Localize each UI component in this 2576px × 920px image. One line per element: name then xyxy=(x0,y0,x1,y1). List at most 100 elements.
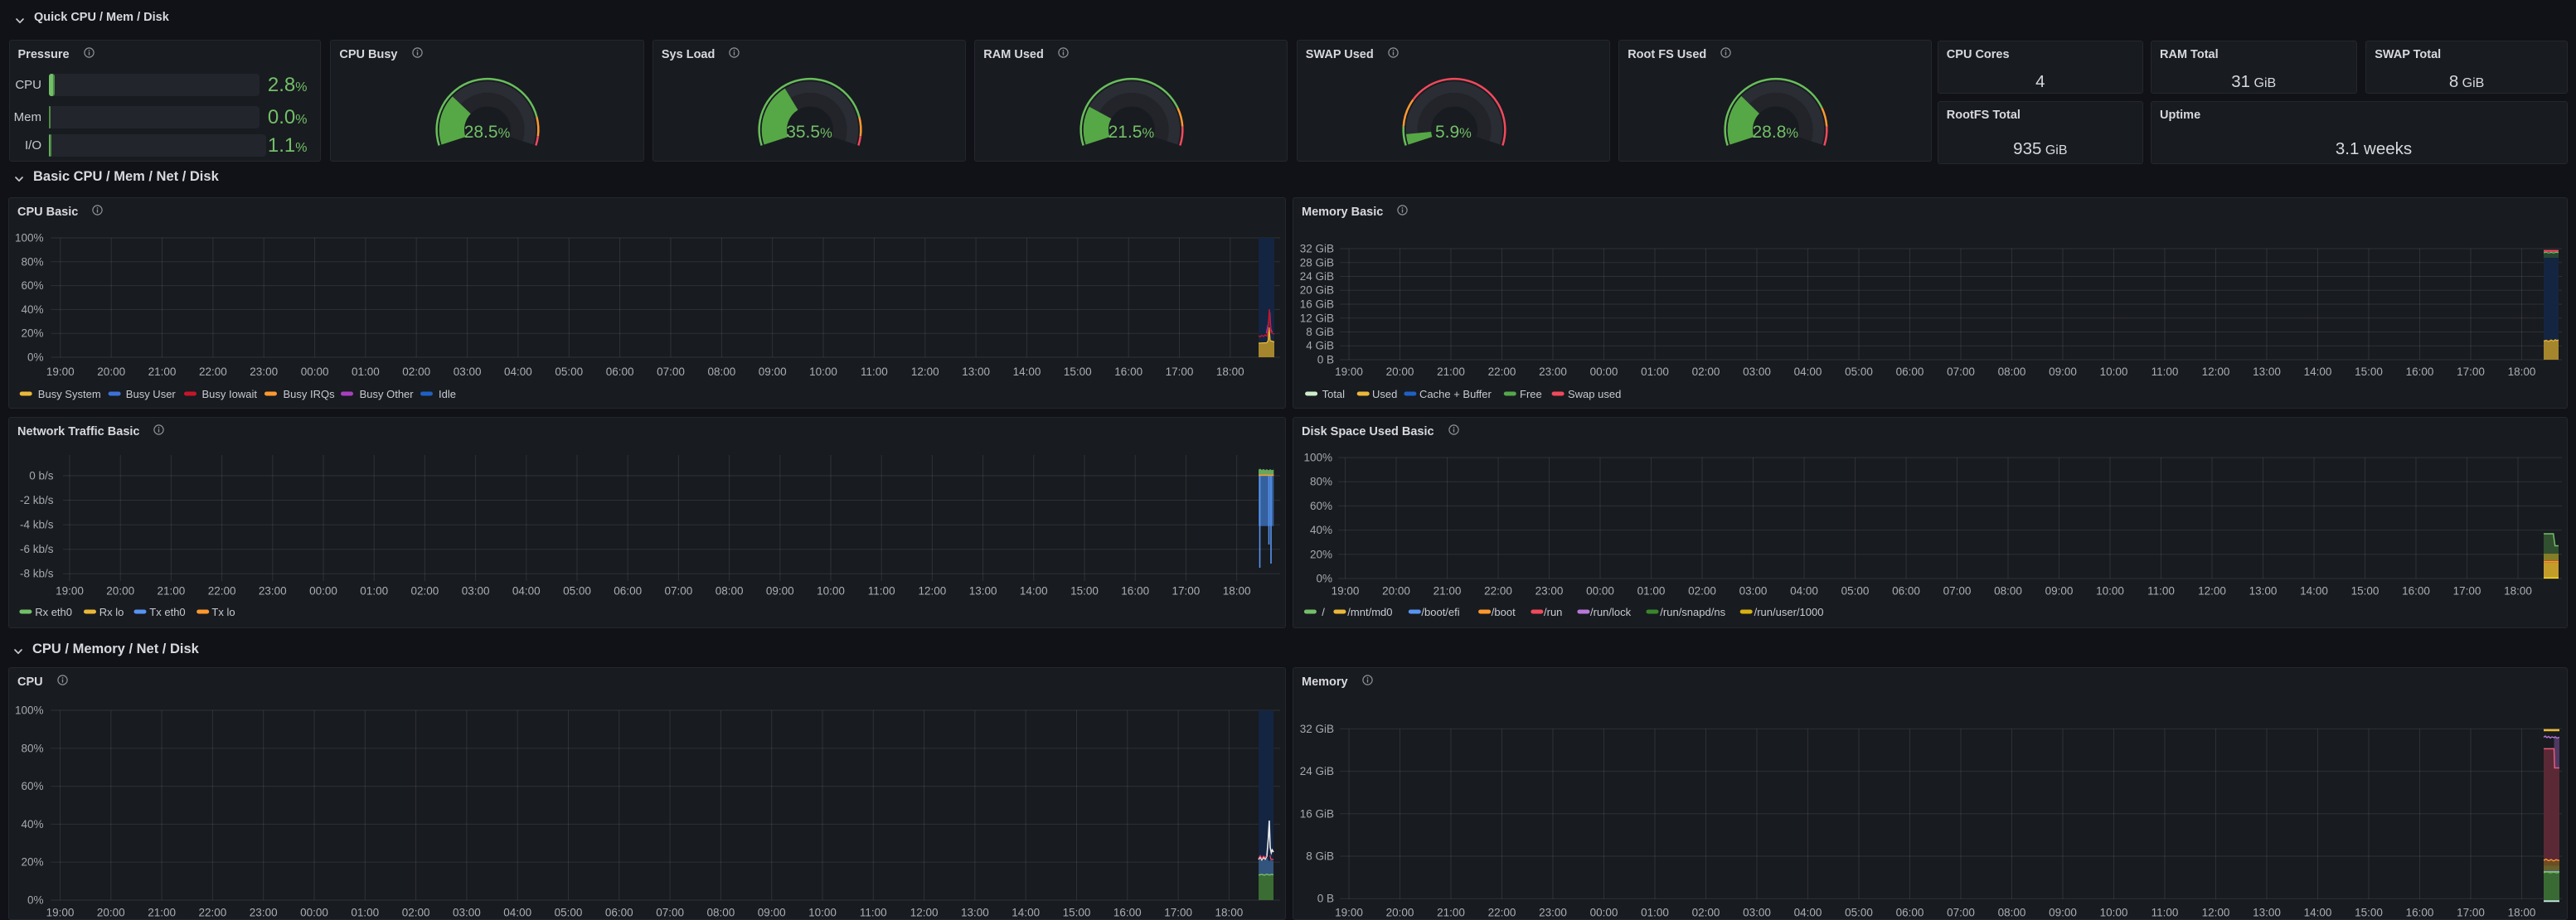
svg-text:-2 kb/s: -2 kb/s xyxy=(20,494,54,506)
svg-text:/run/snapd/ns: /run/snapd/ns xyxy=(1660,606,1725,618)
svg-text:0 B: 0 B xyxy=(1317,354,1334,366)
svg-text:23:00: 23:00 xyxy=(250,907,278,918)
svg-text:05:00: 05:00 xyxy=(555,366,583,378)
svg-text:03:00: 03:00 xyxy=(453,907,481,918)
svg-text:12:00: 12:00 xyxy=(2202,907,2230,918)
svg-text:Busy System: Busy System xyxy=(38,388,101,400)
svg-text:17:00: 17:00 xyxy=(1166,366,1194,378)
svg-text:22:00: 22:00 xyxy=(199,366,227,378)
svg-text:10:00: 10:00 xyxy=(808,907,837,918)
svg-text:16 GiB: 16 GiB xyxy=(1300,298,1334,311)
svg-text:14:00: 14:00 xyxy=(2304,366,2332,378)
svg-text:19:00: 19:00 xyxy=(1335,366,1363,378)
svg-text:Busy IRQs: Busy IRQs xyxy=(284,388,336,400)
svg-text:00:00: 00:00 xyxy=(309,585,337,598)
svg-text:/boot/efi: /boot/efi xyxy=(1421,606,1459,618)
svg-text:04:00: 04:00 xyxy=(503,907,531,918)
svg-text:/boot: /boot xyxy=(1492,606,1516,618)
svg-text:13:00: 13:00 xyxy=(962,366,990,378)
svg-text:40%: 40% xyxy=(21,818,43,830)
svg-text:14:00: 14:00 xyxy=(1020,585,1048,598)
svg-text:09:00: 09:00 xyxy=(2049,907,2077,918)
svg-text:18:00: 18:00 xyxy=(2508,366,2536,378)
svg-text:16:00: 16:00 xyxy=(1113,907,1142,918)
svg-text:20:00: 20:00 xyxy=(97,366,125,378)
svg-text:/run/user/1000: /run/user/1000 xyxy=(1754,606,1824,618)
svg-text:/: / xyxy=(1322,606,1325,618)
svg-text:18:00: 18:00 xyxy=(2508,907,2536,918)
svg-text:23:00: 23:00 xyxy=(259,585,287,598)
svg-text:19:00: 19:00 xyxy=(46,366,75,378)
svg-text:14:00: 14:00 xyxy=(2304,907,2332,918)
svg-text:14:00: 14:00 xyxy=(2300,585,2328,598)
svg-text:01:00: 01:00 xyxy=(1641,366,1669,378)
svg-text:08:00: 08:00 xyxy=(1998,366,2026,378)
svg-text:40%: 40% xyxy=(1310,524,1332,536)
svg-text:23:00: 23:00 xyxy=(250,366,278,378)
svg-text:12:00: 12:00 xyxy=(911,366,939,378)
svg-text:23:00: 23:00 xyxy=(1535,585,1564,598)
svg-text:03:00: 03:00 xyxy=(1743,366,1771,378)
svg-text:21:00: 21:00 xyxy=(1437,907,1465,918)
svg-text:16:00: 16:00 xyxy=(2406,366,2434,378)
svg-text:00:00: 00:00 xyxy=(301,366,329,378)
svg-text:17:00: 17:00 xyxy=(1172,585,1201,598)
svg-text:8 GiB: 8 GiB xyxy=(1306,326,1334,338)
svg-text:08:00: 08:00 xyxy=(707,907,735,918)
svg-text:11:00: 11:00 xyxy=(2152,366,2179,378)
svg-text:19:00: 19:00 xyxy=(46,907,75,918)
svg-text:Tx eth0: Tx eth0 xyxy=(149,606,185,618)
svg-text:80%: 80% xyxy=(21,255,43,268)
svg-text:15:00: 15:00 xyxy=(1064,366,1092,378)
svg-text:16:00: 16:00 xyxy=(2406,907,2434,918)
svg-text:Cache + Buffer: Cache + Buffer xyxy=(1419,388,1492,400)
svg-text:/run/lock: /run/lock xyxy=(1590,606,1632,618)
svg-text:100%: 100% xyxy=(1303,452,1332,464)
svg-text:28 GiB: 28 GiB xyxy=(1300,256,1334,269)
svg-text:05:00: 05:00 xyxy=(1841,585,1870,598)
svg-text:32 GiB: 32 GiB xyxy=(1300,243,1334,255)
svg-text:19:00: 19:00 xyxy=(1335,907,1363,918)
svg-text:21:00: 21:00 xyxy=(158,585,186,598)
svg-text:19:00: 19:00 xyxy=(56,585,84,598)
svg-text:06:00: 06:00 xyxy=(1896,907,1924,918)
svg-text:07:00: 07:00 xyxy=(1943,585,1972,598)
svg-text:02:00: 02:00 xyxy=(1692,366,1720,378)
svg-text:24 GiB: 24 GiB xyxy=(1300,270,1334,283)
svg-text:18:00: 18:00 xyxy=(1215,907,1244,918)
svg-text:20%: 20% xyxy=(1310,548,1332,560)
svg-text:10:00: 10:00 xyxy=(809,366,837,378)
svg-text:08:00: 08:00 xyxy=(708,366,736,378)
svg-text:22:00: 22:00 xyxy=(199,907,227,918)
svg-text:Rx eth0: Rx eth0 xyxy=(35,606,72,618)
svg-text:09:00: 09:00 xyxy=(2045,585,2074,598)
svg-text:18:00: 18:00 xyxy=(1216,366,1244,378)
svg-text:Rx lo: Rx lo xyxy=(99,606,124,618)
svg-text:13:00: 13:00 xyxy=(2253,366,2281,378)
svg-text:01:00: 01:00 xyxy=(1641,907,1669,918)
svg-text:0%: 0% xyxy=(27,894,44,907)
svg-text:16:00: 16:00 xyxy=(1114,366,1142,378)
svg-text:08:00: 08:00 xyxy=(1994,585,2022,598)
svg-text:05:00: 05:00 xyxy=(563,585,591,598)
svg-text:Tx lo: Tx lo xyxy=(211,606,235,618)
svg-text:18:00: 18:00 xyxy=(2504,585,2532,598)
svg-text:Used: Used xyxy=(1372,388,1397,400)
svg-text:11:00: 11:00 xyxy=(2147,585,2175,598)
svg-text:01:00: 01:00 xyxy=(360,585,388,598)
svg-text:Busy User: Busy User xyxy=(126,388,177,400)
svg-text:13:00: 13:00 xyxy=(961,907,989,918)
svg-text:02:00: 02:00 xyxy=(411,585,439,598)
svg-text:60%: 60% xyxy=(1310,500,1332,512)
svg-text:04:00: 04:00 xyxy=(1794,366,1822,378)
svg-text:23:00: 23:00 xyxy=(1539,366,1567,378)
svg-text:09:00: 09:00 xyxy=(759,366,787,378)
svg-text:8 GiB: 8 GiB xyxy=(1306,850,1334,863)
svg-text:24 GiB: 24 GiB xyxy=(1300,765,1334,777)
svg-text:02:00: 02:00 xyxy=(1688,585,1716,598)
svg-text:20:00: 20:00 xyxy=(1386,366,1414,378)
svg-text:09:00: 09:00 xyxy=(758,907,786,918)
svg-text:00:00: 00:00 xyxy=(300,907,328,918)
svg-text:18:00: 18:00 xyxy=(1223,585,1251,598)
svg-text:12:00: 12:00 xyxy=(910,907,939,918)
